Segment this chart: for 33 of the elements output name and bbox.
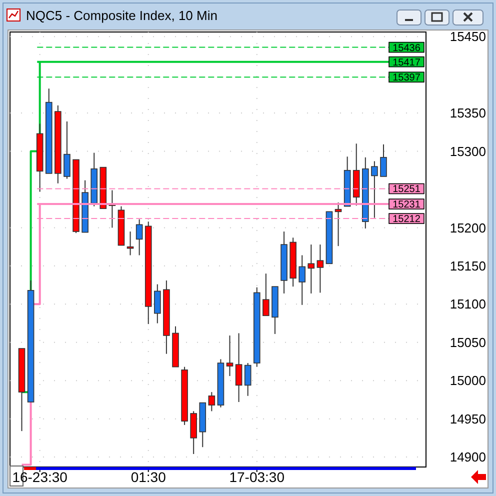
y-tick-label: 15050 — [450, 334, 486, 350]
y-tick-label: 15200 — [450, 220, 486, 236]
y-tick-label: 15450 — [450, 29, 486, 44]
candlestick — [316, 244, 324, 294]
candlestick — [298, 254, 306, 306]
candlestick — [64, 120, 70, 180]
candlestick — [244, 362, 252, 396]
y-tick-label: 14900 — [450, 450, 486, 465]
y-tick-label: 15000 — [450, 373, 486, 388]
ref-line-label: 15251 — [392, 184, 421, 196]
candlestick — [262, 273, 270, 316]
ref-line-label: 15212 — [392, 214, 421, 226]
candlestick — [154, 284, 161, 324]
candlestick — [226, 335, 234, 377]
candlestick — [136, 218, 143, 256]
ref-line-label: 15397 — [392, 72, 421, 84]
y-tick-label: 15350 — [450, 106, 486, 121]
candlestick — [371, 160, 378, 218]
x-tick-label: 17-03:30 — [229, 469, 285, 485]
y-tick-label: 14950 — [450, 411, 486, 426]
ref-line-label: 15231 — [392, 200, 421, 211]
chart-title: NQC5 - Composite Index, 10 Min — [26, 8, 218, 23]
candlestick — [334, 202, 342, 247]
candlestick — [380, 144, 387, 177]
ref-line-label: 15417 — [392, 57, 421, 68]
candlestick — [208, 392, 216, 412]
y-tick-label: 15100 — [450, 296, 486, 312]
candlestick — [235, 332, 242, 403]
candlestick — [308, 244, 315, 294]
ref-line-label: 15436 — [392, 42, 421, 54]
y-tick-label: 15300 — [450, 144, 486, 159]
x-tick-label: 01:30 — [130, 469, 166, 485]
y-tick-label: 15150 — [450, 258, 486, 274]
